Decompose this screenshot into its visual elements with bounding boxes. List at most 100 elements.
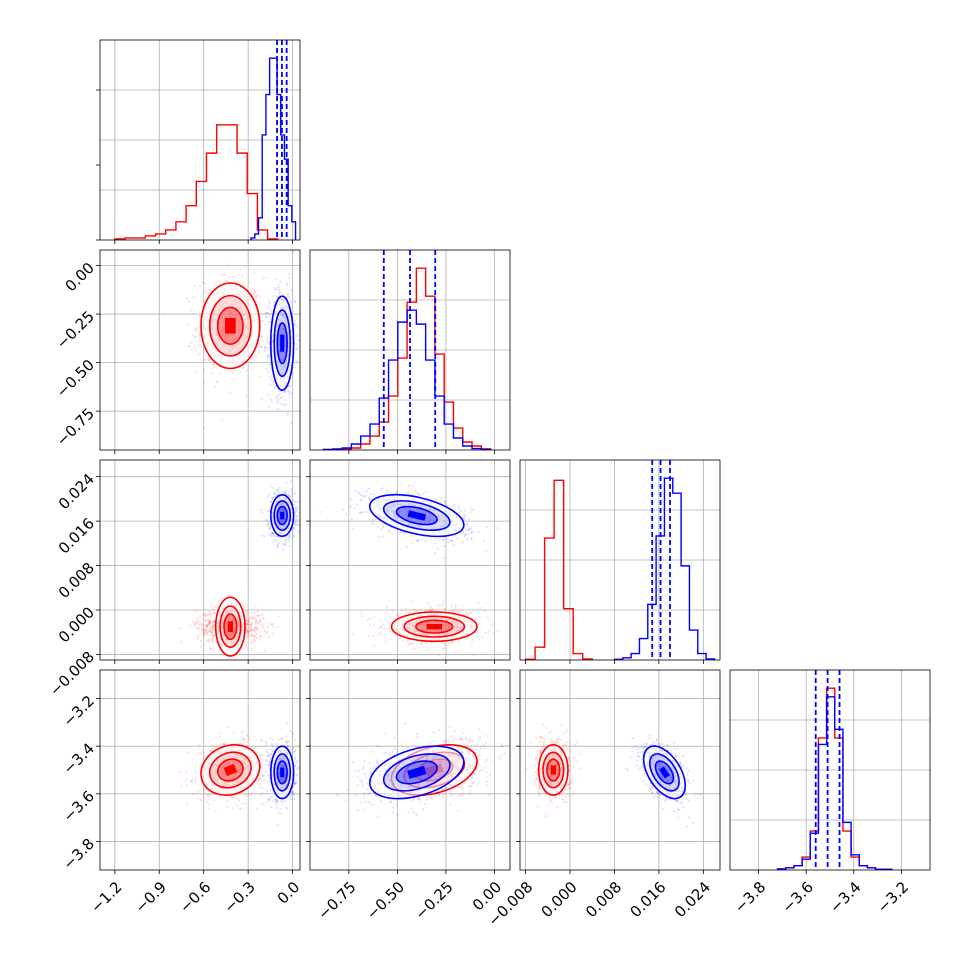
scatter-point [395, 490, 398, 493]
scatter-point [184, 778, 188, 781]
scatter-point [485, 550, 488, 553]
scatter-point [254, 296, 257, 299]
scatter-point [264, 311, 267, 315]
scatter-point [294, 749, 297, 753]
scatter-point [284, 541, 287, 544]
scatter-point [267, 798, 271, 801]
scatter-point [257, 777, 260, 781]
scatter-point [260, 335, 264, 338]
scatter-point [267, 622, 270, 625]
scatter-point [270, 400, 274, 404]
scatter-point [270, 310, 273, 313]
scatter-point [260, 792, 264, 795]
scatter-point [417, 492, 420, 495]
scatter-point [269, 314, 272, 318]
scatter-point [267, 636, 270, 639]
scatter-point [388, 530, 391, 533]
scatter-point [262, 626, 265, 630]
scatter-point [214, 280, 217, 283]
scatter-point [211, 630, 214, 633]
panel-frame [99, 249, 301, 451]
scatter-point [195, 753, 198, 756]
scatter-point [199, 621, 202, 624]
scatter-point [247, 623, 250, 626]
scatter-point [294, 500, 297, 503]
scatter-point [269, 534, 273, 537]
scatter-point [267, 353, 270, 356]
scatter-point [293, 522, 296, 525]
scatter-point [255, 295, 259, 299]
scatter-point [289, 480, 292, 483]
scatter-point [470, 642, 474, 645]
scatter-point [253, 291, 256, 294]
scatter-point [453, 504, 456, 507]
scatter-point [372, 522, 376, 526]
scatter-point [259, 375, 262, 378]
scatter-point [277, 626, 280, 629]
scatter-point [286, 741, 289, 745]
scatter-point [381, 524, 384, 528]
scatter-point [294, 764, 297, 768]
scatter-point [202, 368, 205, 371]
scatter-point [247, 619, 251, 623]
scatter-point [218, 735, 222, 739]
scatter-point [290, 392, 293, 395]
scatter-point [244, 802, 247, 805]
scatter-point [394, 492, 398, 495]
scatter-point [208, 621, 211, 624]
scatter-point [207, 638, 210, 641]
scatter-point [205, 614, 208, 618]
scatter-point [288, 495, 291, 498]
scatter-point [238, 742, 241, 745]
scatter-point [269, 398, 272, 401]
scatter-point [179, 640, 183, 644]
scatter-point [292, 526, 296, 530]
scatter-point [262, 802, 265, 806]
scatter-point [202, 634, 205, 637]
scatter-point [368, 617, 371, 620]
scatter-point [253, 271, 256, 274]
scatter-point [195, 626, 198, 629]
scatter-point [438, 654, 441, 657]
scatter-point [295, 510, 299, 513]
scatter-point [216, 380, 219, 384]
scatter-point [477, 601, 480, 605]
scatter-point [209, 647, 212, 650]
scatter-point [209, 289, 212, 292]
scatter-point [292, 751, 295, 754]
scatter-point [207, 633, 210, 636]
scatter-point [271, 540, 274, 544]
scatter-point [271, 750, 274, 753]
scatter-point [250, 611, 253, 614]
scatter-point [213, 611, 216, 614]
scatter-point [471, 638, 474, 641]
scatter-point [259, 794, 262, 797]
scatter-point [416, 539, 419, 542]
scatter-point [199, 752, 202, 755]
scatter-point [253, 746, 257, 749]
scatter-point [437, 604, 440, 607]
scatter-point [289, 396, 292, 399]
scatter-point [198, 624, 201, 627]
scatter-point [195, 778, 198, 781]
scatter-point [205, 623, 208, 627]
scatter-point [380, 625, 383, 628]
scatter-point [361, 511, 365, 514]
scatter-point [194, 349, 198, 352]
scatter-point [288, 545, 291, 548]
scatter-point [408, 642, 411, 645]
scatter-point [407, 490, 410, 494]
scatter-point [384, 640, 388, 643]
scatter-point [208, 807, 211, 810]
scatter-point [465, 523, 468, 526]
scatter-point [212, 619, 215, 622]
scatter-point [420, 643, 423, 646]
density-peak [225, 317, 236, 334]
scatter-point [265, 748, 269, 751]
scatter-point [266, 755, 270, 758]
scatter-point [203, 358, 207, 362]
scatter-point [268, 312, 271, 315]
scatter-point [286, 293, 290, 296]
scatter-point [443, 607, 447, 611]
scatter-point [397, 614, 400, 617]
